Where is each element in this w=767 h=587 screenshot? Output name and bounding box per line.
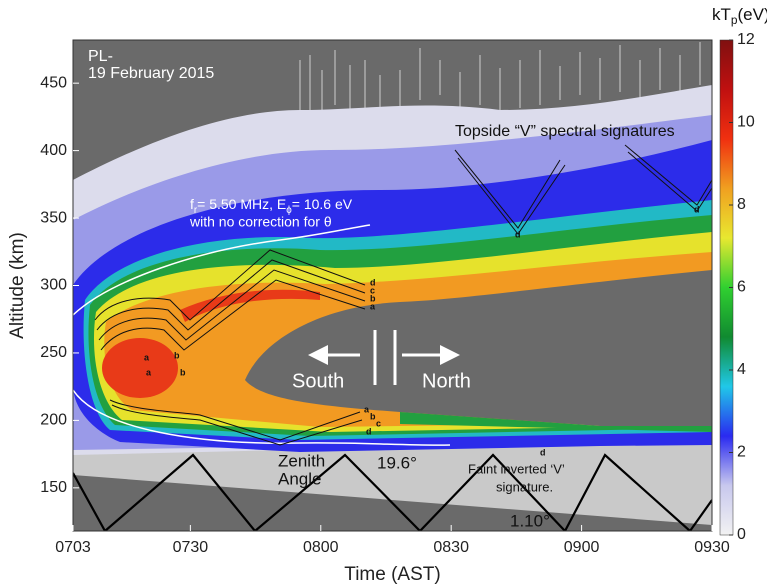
y-axis-title: Altitude (km) bbox=[7, 232, 28, 339]
subscript: r bbox=[194, 205, 198, 216]
trace-letter: a bbox=[144, 352, 150, 362]
trace-letter: a bbox=[364, 404, 370, 414]
annotation-part: (eV) bbox=[738, 5, 767, 24]
annotation: with no correction for θ bbox=[189, 214, 332, 230]
annotation: Angle bbox=[278, 469, 321, 488]
colorbar-tick-label: 8 bbox=[737, 196, 746, 213]
x-tick-label: 0830 bbox=[433, 539, 469, 556]
x-axis-title: Time (AST) bbox=[344, 564, 440, 585]
trace-letter: d bbox=[370, 277, 376, 287]
annotation: PL- bbox=[88, 48, 113, 65]
x-tick-label: 0703 bbox=[55, 539, 91, 556]
annotation: 19 February 2015 bbox=[88, 65, 214, 82]
annotation-part: = 10.6 eV bbox=[292, 196, 353, 212]
heatmap bbox=[73, 40, 712, 531]
trace-lines bbox=[94, 144, 712, 446]
annotation: Topside “V” spectral signatures bbox=[455, 123, 675, 140]
low-density-region bbox=[73, 438, 712, 525]
colorbar-tick-label: 12 bbox=[737, 31, 755, 48]
trace-letter: d bbox=[540, 447, 546, 457]
spread-spikes bbox=[299, 42, 701, 125]
direction-arrows bbox=[308, 330, 460, 385]
annotation-part: = 5.50 MHz, E bbox=[197, 196, 286, 212]
y-tick-label: 350 bbox=[40, 209, 67, 226]
trace-letter: a bbox=[370, 301, 376, 311]
annotation: Faint inverted ‘V’ bbox=[468, 461, 565, 476]
zenith-angle bbox=[73, 453, 712, 531]
trace-letter: d bbox=[366, 426, 372, 436]
annotation-part: f bbox=[190, 196, 194, 212]
trace-letter: c bbox=[370, 285, 375, 295]
colorbar-tick-label: 0 bbox=[737, 526, 746, 543]
y-tick-label: 450 bbox=[40, 74, 67, 91]
annotation: North bbox=[422, 370, 471, 392]
annotation: Zenith bbox=[278, 451, 325, 470]
depletion bbox=[245, 270, 712, 426]
annotation: 1.10° bbox=[510, 511, 550, 530]
x-tick-label: 0730 bbox=[173, 539, 209, 556]
trace-letter: b bbox=[370, 293, 376, 303]
annotation: signature. bbox=[496, 479, 553, 494]
trace-letter: b bbox=[370, 411, 376, 421]
trace-letter: b bbox=[174, 350, 180, 360]
trace-letter: b bbox=[180, 367, 186, 377]
annotation: 19.6° bbox=[377, 453, 417, 472]
annotation: kTp(eV) bbox=[712, 5, 767, 27]
x-tick-label: 0900 bbox=[564, 539, 600, 556]
trace-letter: a bbox=[146, 367, 152, 377]
trace-letter: d bbox=[694, 204, 700, 214]
y-tick-label: 400 bbox=[40, 142, 67, 159]
colorbar-tick-label: 6 bbox=[737, 279, 746, 296]
annotation: fr= 5.50 MHz, Eϕ= 10.6 eV bbox=[190, 196, 353, 216]
y-tick-label: 300 bbox=[40, 277, 67, 294]
colorbar-tick-label: 4 bbox=[737, 361, 746, 378]
y-tick-label: 200 bbox=[40, 412, 67, 429]
subscript: p bbox=[731, 13, 738, 27]
plasma-layer bbox=[400, 412, 712, 432]
colorbar-tick-label: 10 bbox=[737, 114, 755, 131]
trace-letter: c bbox=[376, 418, 381, 428]
y-tick-label: 150 bbox=[40, 479, 67, 496]
x-tick-label: 0930 bbox=[694, 539, 730, 556]
y-tick-label: 250 bbox=[40, 344, 67, 361]
annotation: South bbox=[292, 370, 344, 392]
annotation-part: kT bbox=[712, 5, 731, 24]
colorbar-tick-label: 2 bbox=[737, 444, 746, 461]
trace-letter: d bbox=[515, 229, 521, 239]
plasma-peak bbox=[180, 289, 320, 322]
fr-contour bbox=[73, 224, 451, 446]
x-tick-label: 0800 bbox=[303, 539, 339, 556]
subscript: ϕ bbox=[286, 205, 292, 216]
plasma-peak bbox=[102, 338, 178, 398]
